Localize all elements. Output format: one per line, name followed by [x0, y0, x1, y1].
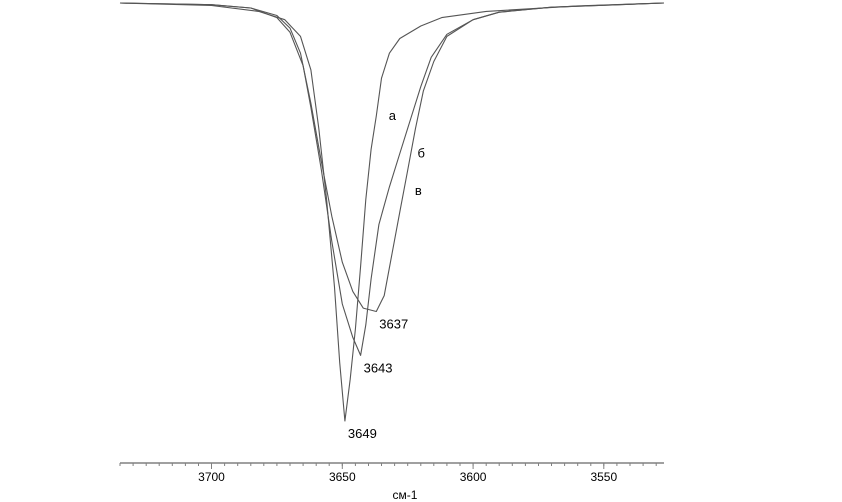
- peak-label-1: 3649: [348, 426, 377, 441]
- x-tick-label: 3700: [198, 470, 225, 484]
- x-tick-label: 3550: [590, 470, 617, 484]
- series-label-3: в: [415, 183, 422, 198]
- x-tick-label: 3600: [460, 470, 487, 484]
- series-label-layer: а б в: [389, 108, 425, 198]
- x-axis-label: см-1: [393, 488, 418, 502]
- peak-label-2: 3643: [364, 360, 393, 375]
- peak-annotation-layer: 3649 3643 3637: [348, 317, 408, 442]
- series-layer: [119, 2, 665, 422]
- x-tick-label: 3650: [329, 470, 356, 484]
- peak-label-3: 3637: [379, 317, 408, 332]
- series-line-3: [119, 2, 665, 313]
- series-label-1: а: [389, 108, 397, 123]
- series-line-2: [119, 2, 665, 356]
- series-line-1: [119, 2, 665, 422]
- series-label-2: б: [418, 146, 425, 161]
- x-axis: 3700 3650 3600 3550: [119, 462, 664, 484]
